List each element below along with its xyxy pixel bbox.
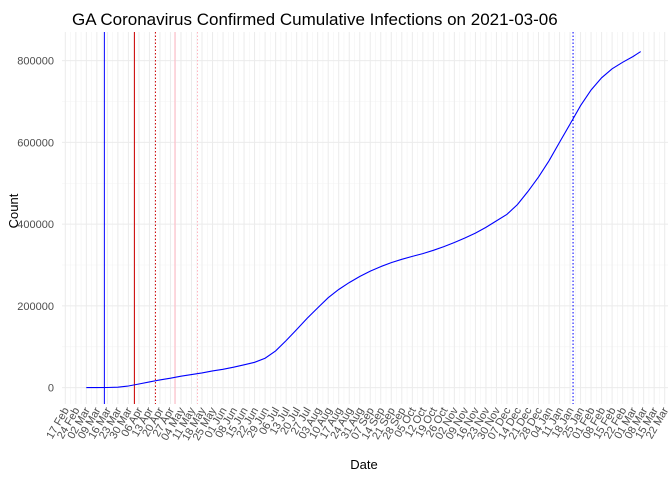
y-tick-label: 400000	[17, 219, 54, 231]
y-tick-label: 600000	[17, 137, 54, 149]
y-tick-label: 0	[48, 383, 54, 395]
major-gridlines	[62, 32, 668, 404]
y-axis-title: Count	[6, 193, 21, 228]
series-group	[86, 51, 641, 389]
minor-gridlines	[62, 32, 668, 404]
chart-title: GA Coronavirus Confirmed Cumulative Infe…	[72, 10, 558, 29]
y-tick-label: 200000	[17, 301, 54, 313]
reference-lines	[103, 32, 574, 404]
y-tick-labels: 0 200000 400000 600000 800000	[17, 56, 54, 395]
series-line	[86, 51, 641, 389]
y-tick-label: 800000	[17, 56, 54, 68]
x-axis-title: Date	[350, 457, 377, 472]
